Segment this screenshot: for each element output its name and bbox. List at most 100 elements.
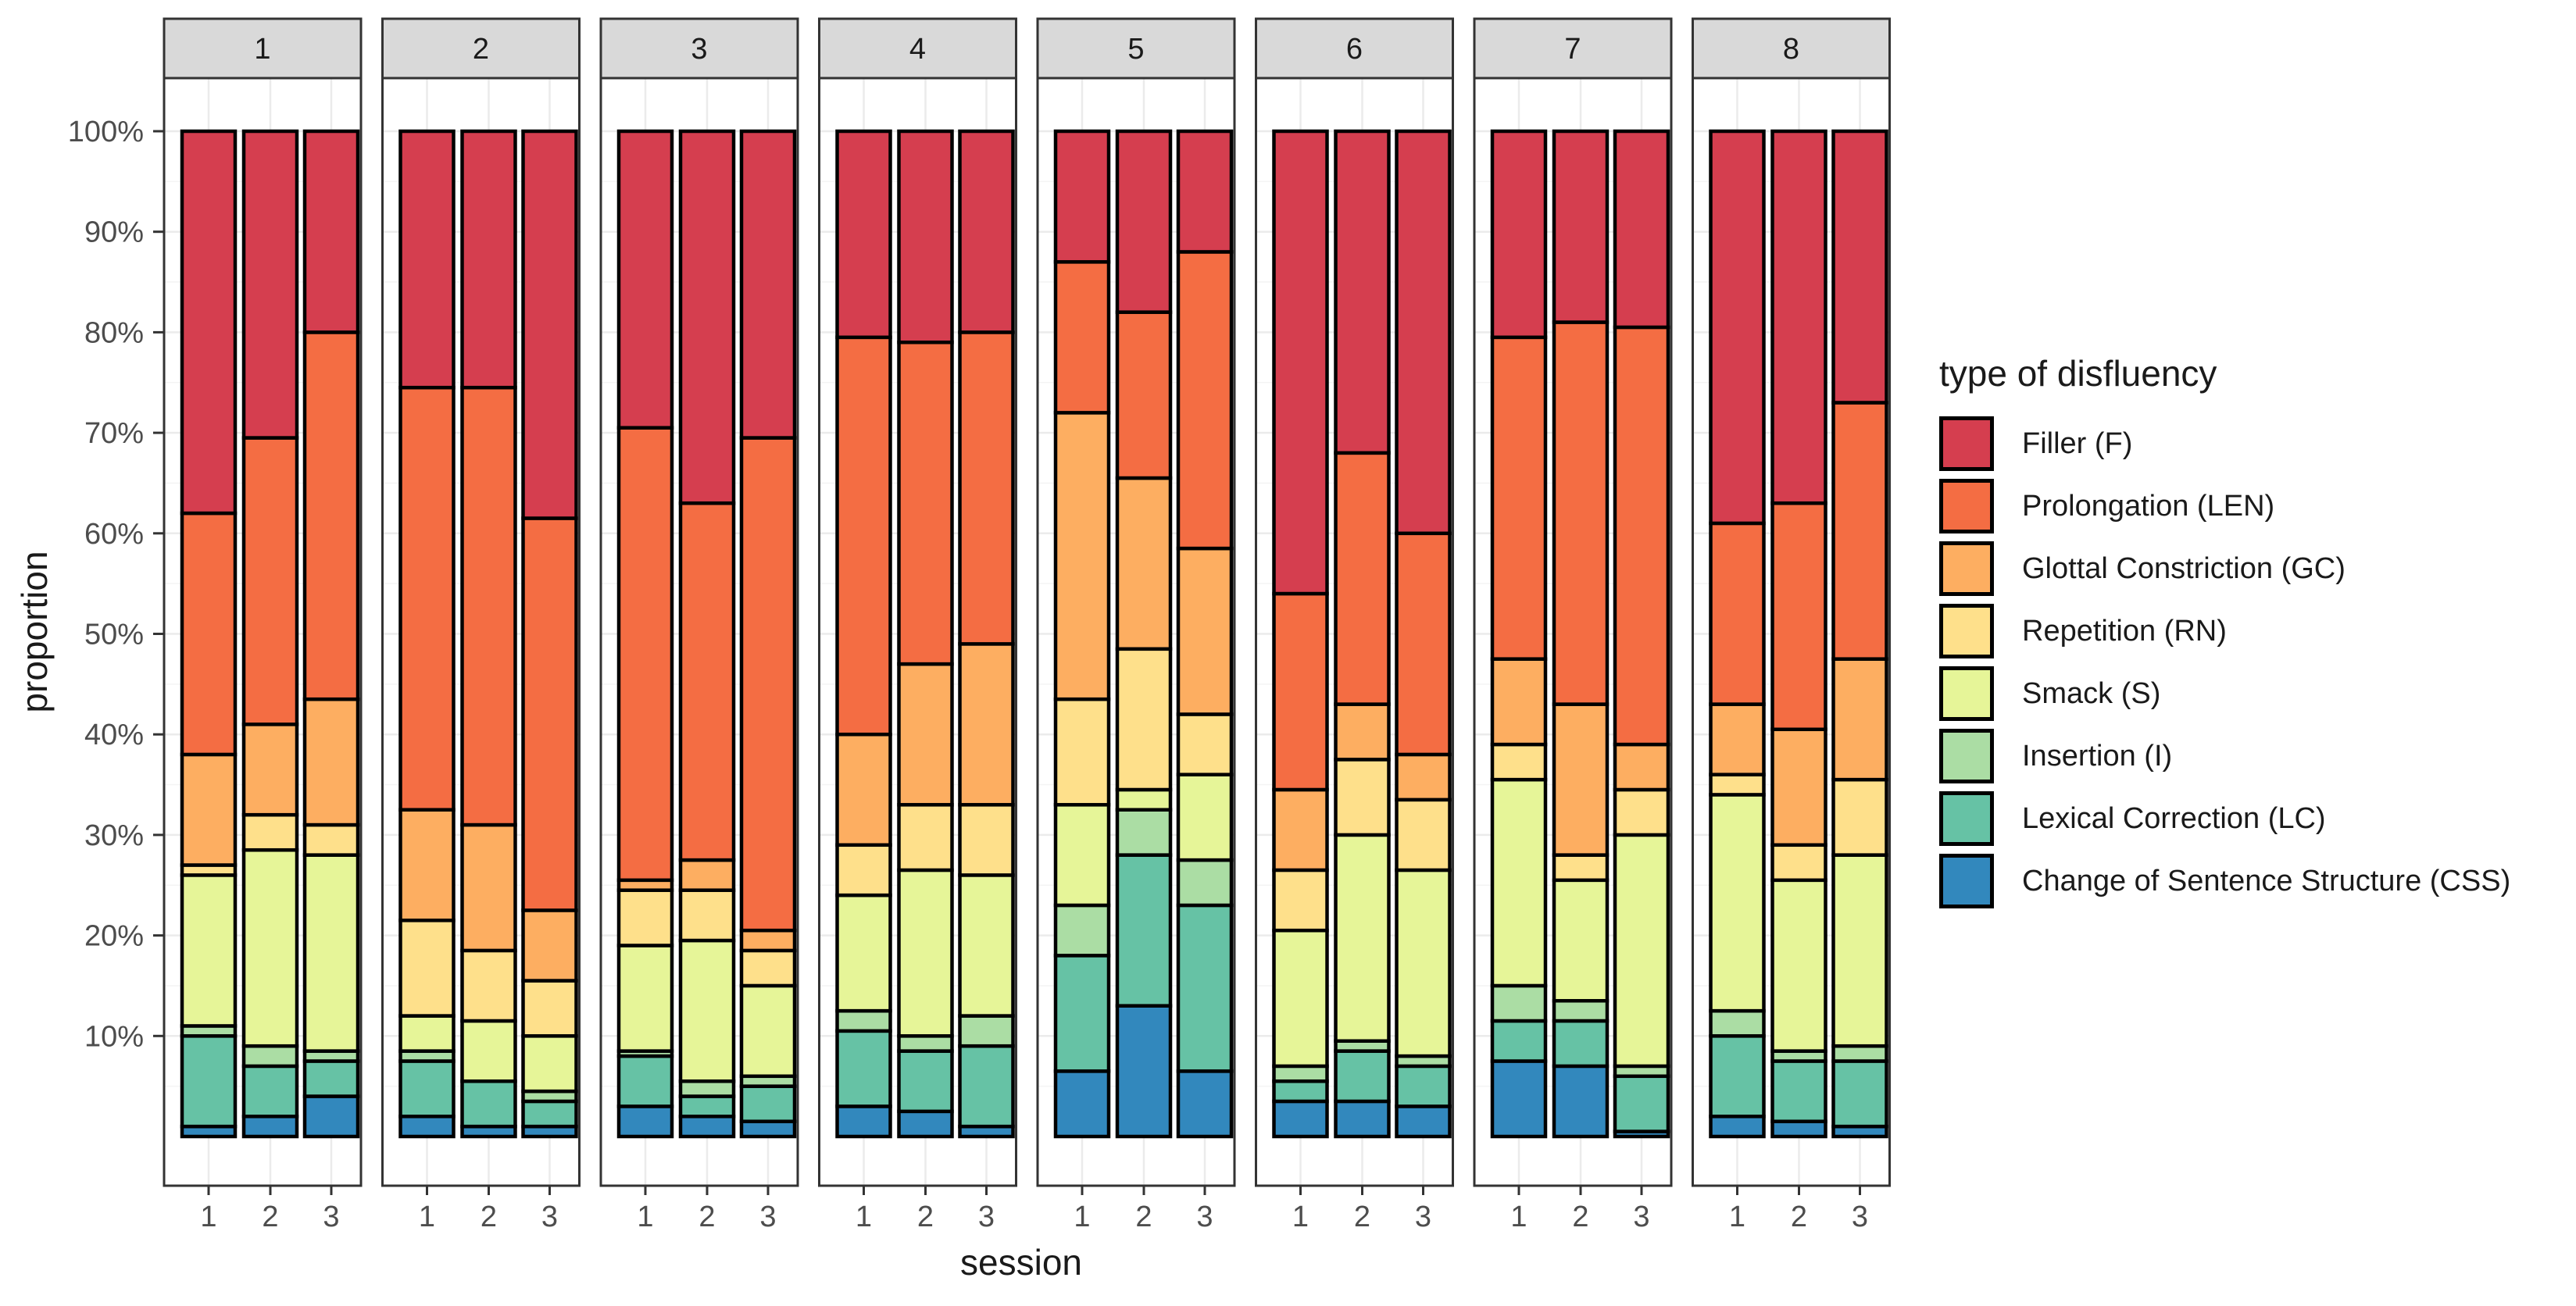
bar-segment [1709, 773, 1766, 797]
bar-segment [1552, 320, 1610, 706]
x-axis-title: session [960, 1242, 1082, 1283]
bar-segment [460, 385, 517, 827]
panel-border [1036, 77, 1236, 1187]
bar-segment [897, 1049, 954, 1114]
bar-segment [1115, 476, 1173, 651]
bar-segment [958, 873, 1015, 1018]
legend-swatch [1939, 541, 1994, 596]
legend-label: Filler (F) [2022, 426, 2133, 460]
facet-panel-3: 3 1 2 3 [599, 17, 799, 1233]
facet-strip [1692, 17, 1891, 80]
bar-segment [1831, 853, 1888, 1048]
y-tick-label: 60% [84, 518, 144, 551]
y-tick-label: 50% [84, 619, 144, 651]
bar-segment [1490, 657, 1548, 747]
bar-stack-session-3 [302, 129, 360, 1139]
bar-segment [1552, 878, 1610, 1003]
bar-segment [398, 1115, 456, 1139]
legend-swatch [1939, 666, 1994, 721]
bar-segment [1395, 129, 1452, 536]
legend-item: Insertion (I) [1939, 725, 2564, 787]
bar-stack-session-2 [1770, 129, 1827, 1139]
bar-segment [302, 822, 360, 857]
x-tick-label: 2 [1572, 1201, 1588, 1233]
bar-segment [897, 662, 954, 807]
legend-label: Lexical Correction (LC) [2022, 801, 2326, 835]
x-tick-label: 1 [1729, 1201, 1745, 1233]
bar-segment [1053, 903, 1111, 958]
bar-segment [835, 843, 892, 897]
bar-stack-session-3 [958, 129, 1015, 1139]
bar-segment [1709, 793, 1766, 1013]
bar-segment [241, 1044, 299, 1069]
bar-segment [460, 822, 517, 953]
bar-stack-session-1 [1272, 129, 1329, 1139]
x-tick-label: 3 [323, 1201, 339, 1233]
facet-strip-label: 6 [1346, 33, 1363, 66]
bar-segment [1770, 129, 1827, 505]
bar-segment [897, 868, 954, 1038]
x-tick-label: 2 [698, 1201, 715, 1233]
facet-panel-5: 5 1 2 3 [1036, 17, 1236, 1233]
y-tick-label: 30% [84, 819, 144, 852]
bar-segment [1613, 833, 1670, 1069]
bar-segment [241, 812, 299, 852]
bar-stack-session-1 [616, 129, 674, 1139]
bar-segment [1831, 777, 1888, 857]
bar-segment [398, 919, 456, 1018]
bar-stack-session-3 [739, 129, 797, 1139]
bar-segment [1053, 697, 1111, 807]
bar-segment [1770, 1119, 1827, 1139]
y-tick-label: 100% [68, 116, 144, 148]
legend: type of disfluency Filler (F) Prolongatio… [1939, 350, 2564, 912]
x-tick-label: 2 [1354, 1201, 1370, 1233]
bar-segment [241, 723, 299, 817]
bar-segment [1115, 129, 1173, 314]
bar-segment [616, 1104, 674, 1139]
bar-segment [1176, 773, 1234, 862]
x-tick-label: 2 [1135, 1201, 1152, 1233]
x-tick-label: 1 [1292, 1201, 1309, 1233]
bar-stack-session-3 [1831, 129, 1888, 1139]
bar-segment [241, 847, 299, 1048]
bar-segment [835, 893, 892, 1013]
bar-segment [1272, 1099, 1329, 1139]
bar-segment [616, 888, 674, 947]
panel-border [1255, 77, 1454, 1187]
bar-segment [180, 511, 238, 757]
y-tick-label: 20% [84, 920, 144, 953]
y-tick-label: 40% [84, 719, 144, 751]
bar-segment [1334, 1099, 1391, 1139]
bar-segment [1709, 1034, 1766, 1119]
bar-segment [1613, 325, 1670, 747]
bar-segment [1176, 1069, 1234, 1139]
bar-stack-session-3 [1176, 129, 1234, 1139]
bar-segment [302, 1059, 360, 1098]
bar-segment [1115, 808, 1173, 857]
bar-segment [897, 1034, 954, 1053]
bar-stack-session-3 [1395, 129, 1452, 1139]
bar-segment [835, 732, 892, 847]
facet-strip-label: 1 [254, 33, 270, 66]
x-tick-label: 2 [481, 1201, 497, 1233]
bar-stack-session-3 [1613, 129, 1670, 1139]
bar-segment [835, 1029, 892, 1108]
bar-segment [1176, 858, 1234, 908]
bar-segment [1613, 787, 1670, 837]
legend-swatch [1939, 416, 1994, 471]
facet-strip [381, 17, 581, 80]
bar-segment [1272, 591, 1329, 792]
bar-segment [1395, 752, 1452, 802]
bar-segment [302, 129, 360, 334]
bar-segment [1709, 129, 1766, 526]
bar-segment [460, 129, 517, 390]
bar-segment [1770, 843, 1827, 883]
bar-segment [1613, 1074, 1670, 1133]
facet-strip [1036, 17, 1236, 80]
legend-item: Glottal Constriction (GC) [1939, 537, 2564, 600]
bar-segment [739, 436, 797, 933]
bar-segment [678, 1115, 736, 1139]
bar-segment [1770, 878, 1827, 1053]
